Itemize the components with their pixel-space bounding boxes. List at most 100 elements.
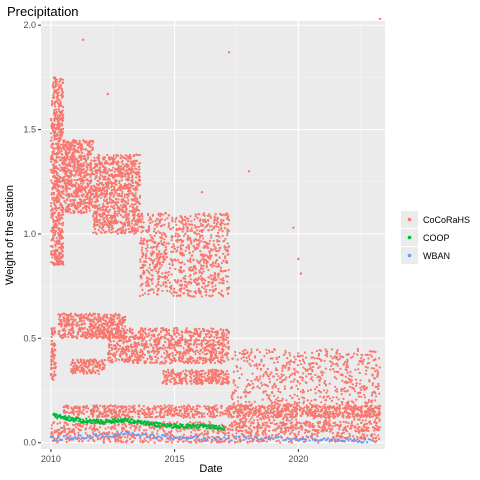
data-point: [62, 105, 65, 109]
data-point: [117, 358, 121, 361]
data-point: [179, 244, 183, 247]
data-point: [76, 195, 79, 198]
data-point: [77, 361, 80, 364]
data-point: [208, 225, 212, 228]
data-point: [105, 201, 108, 204]
data-point: [69, 324, 73, 327]
data-point: [211, 344, 214, 347]
data-point: [126, 328, 129, 332]
data-point: [208, 381, 211, 385]
data-point: [193, 240, 196, 243]
data-point: [162, 256, 165, 259]
data-point: [124, 164, 127, 167]
data-point: [134, 194, 137, 197]
data-point: [89, 372, 92, 375]
data-point: [51, 123, 54, 126]
data-point: [89, 188, 92, 191]
data-point: [210, 228, 213, 231]
data-point: [116, 343, 119, 346]
data-point: [52, 342, 55, 345]
data-point: [193, 218, 196, 221]
data-point: [133, 223, 136, 227]
data-point: [82, 314, 85, 317]
data-point: [148, 227, 151, 230]
data-point: [160, 327, 163, 330]
data-point: [112, 195, 115, 198]
data-point: [79, 360, 82, 363]
data-point: [119, 214, 122, 217]
data-point: [55, 153, 58, 156]
data-point: [192, 250, 195, 253]
data-point: [195, 243, 199, 246]
data-point: [191, 349, 194, 352]
data-point: [50, 340, 53, 343]
data-point: [264, 390, 267, 393]
data-point: [52, 331, 55, 334]
data-point: [120, 359, 123, 362]
data-point: [80, 185, 83, 188]
data-point: [213, 343, 216, 347]
data-point: [95, 213, 98, 216]
data-point: [113, 194, 116, 197]
data-point: [177, 279, 180, 282]
data-point: [181, 360, 184, 363]
data-point: [226, 261, 229, 264]
data-point: [84, 161, 87, 164]
data-point: [200, 240, 203, 243]
data-point: [81, 186, 84, 190]
data-point: [58, 130, 61, 133]
data-point: [80, 156, 83, 159]
data-point: [75, 205, 78, 208]
data-point: [84, 198, 87, 201]
data-point: [178, 239, 181, 242]
data-point: [50, 364, 53, 367]
data-point: [57, 332, 60, 335]
data-point: [54, 197, 58, 200]
data-point: [85, 166, 88, 169]
data-point: [164, 275, 167, 278]
data-point: [56, 83, 60, 86]
data-point: [185, 370, 188, 373]
data-point: [185, 381, 188, 384]
data-point: [52, 262, 55, 265]
data-point: [125, 168, 128, 171]
data-point: [192, 259, 195, 262]
data-point: [55, 240, 59, 243]
data-point: [76, 321, 79, 324]
data-point: [106, 218, 109, 221]
data-point: [53, 117, 56, 120]
data-point: [140, 212, 143, 215]
data-point: [222, 252, 225, 255]
data-point: [127, 345, 130, 348]
data-point: [50, 212, 53, 215]
data-point: [158, 342, 161, 345]
data-point: [185, 329, 189, 332]
data-point: [163, 238, 166, 241]
data-point: [95, 232, 98, 235]
data-point: [203, 347, 206, 350]
data-point: [143, 336, 146, 339]
data-point: [179, 356, 182, 359]
data-point: [170, 372, 173, 375]
data-point: [72, 201, 76, 204]
data-point: [105, 214, 108, 217]
data-point: [117, 198, 120, 201]
data-point: [49, 204, 53, 208]
data-point: [215, 222, 218, 225]
data-point: [85, 313, 88, 316]
data-point: [109, 334, 112, 337]
data-point: [162, 231, 165, 234]
data-point: [50, 117, 53, 120]
data-point: [75, 364, 78, 367]
data-point: [89, 164, 92, 167]
data-point: [170, 273, 173, 276]
data-point: [134, 160, 138, 163]
data-point: [218, 281, 221, 284]
data-point: [76, 358, 79, 362]
data-point: [72, 336, 75, 339]
data-point: [146, 213, 149, 217]
data-point: [343, 387, 346, 390]
data-point: [86, 201, 89, 204]
data-point: [200, 330, 203, 333]
data-point: [178, 283, 181, 286]
